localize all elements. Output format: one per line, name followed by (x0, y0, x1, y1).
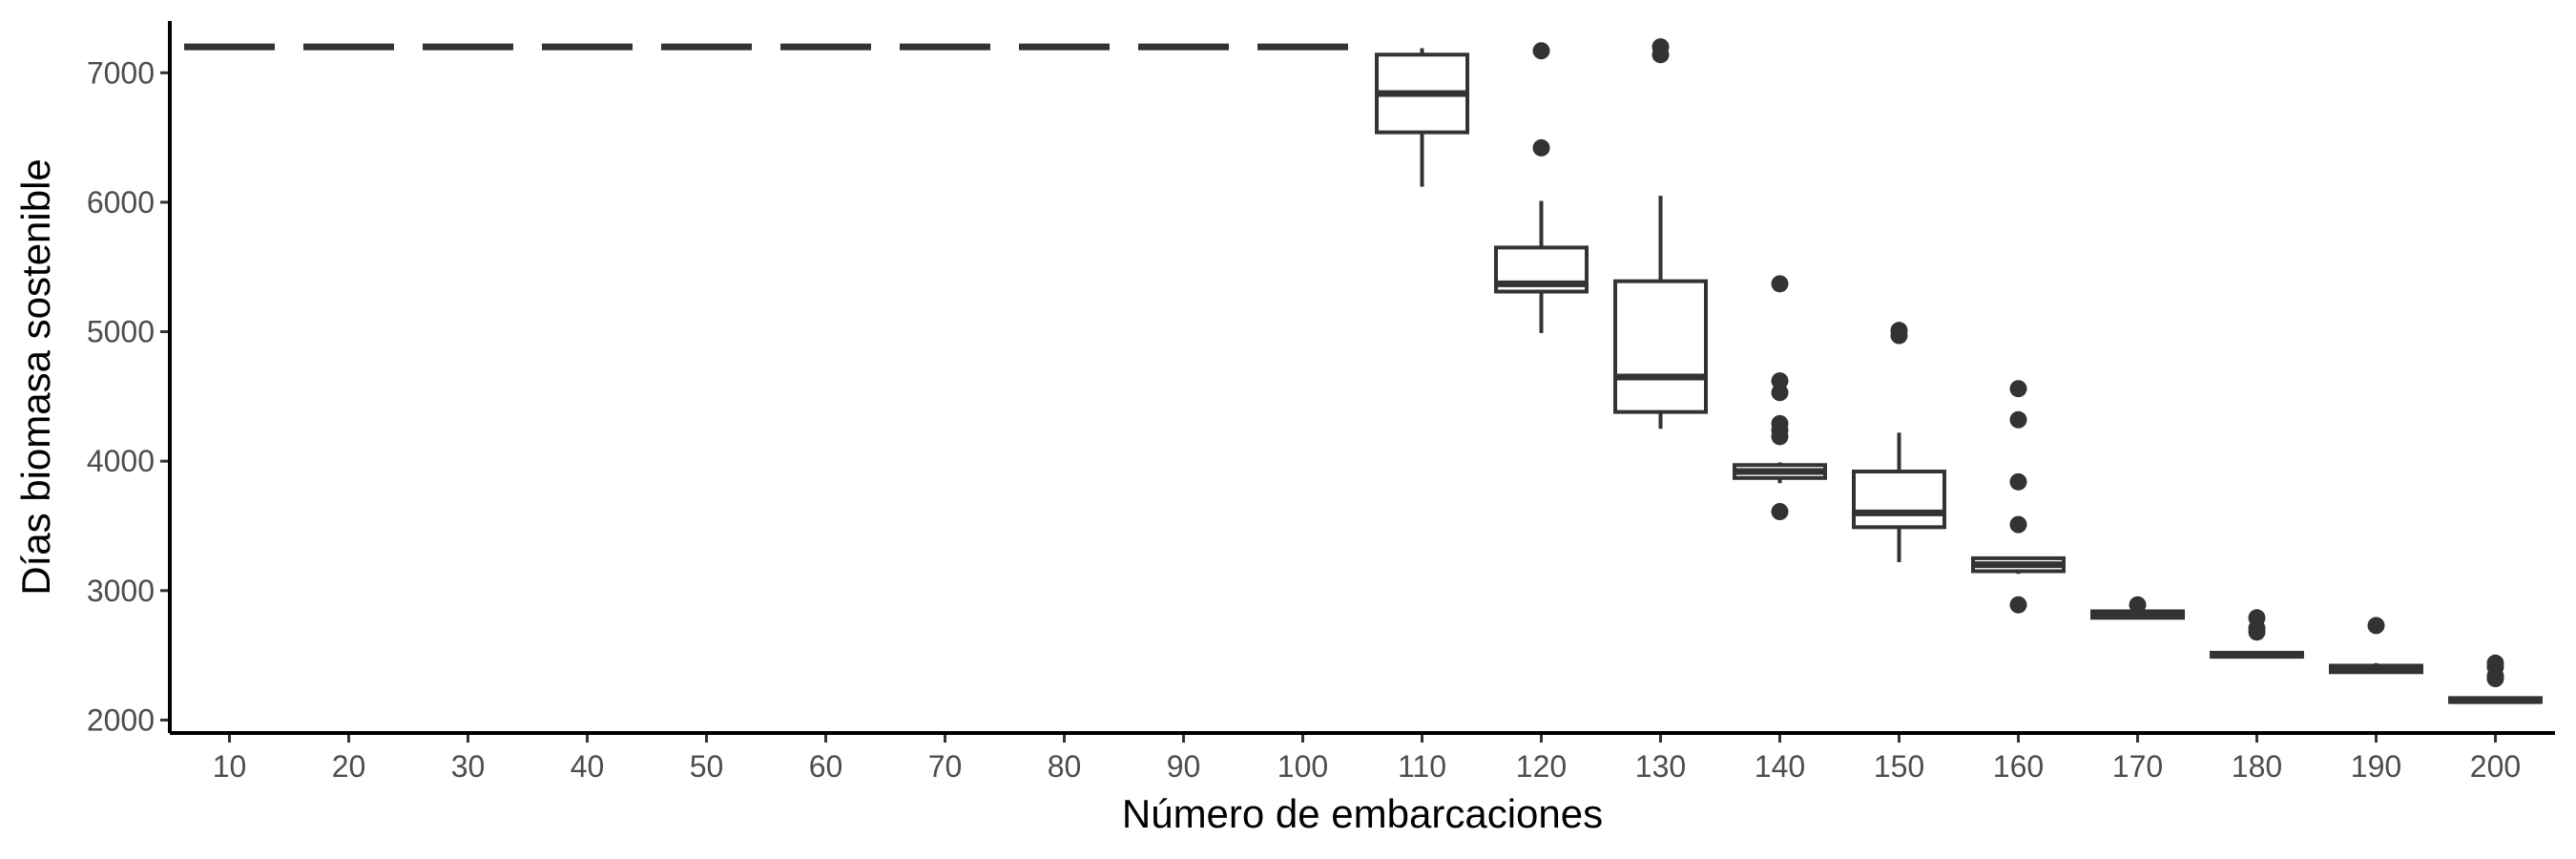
box-group-150 (1852, 322, 1946, 562)
x-tick-label: 130 (1635, 749, 1686, 784)
outlier-point (1771, 503, 1789, 521)
box-group-120 (1494, 42, 1589, 333)
x-axis-title: Número de embarcaciones (1122, 791, 1603, 836)
outlier-point (1771, 372, 1789, 390)
x-tick-label: 70 (928, 749, 963, 784)
outlier-point (2009, 596, 2027, 614)
x-tick-label: 80 (1048, 749, 1082, 784)
y-axis-title: Días biomasa sostenible (13, 158, 58, 596)
y-tick-label: 6000 (87, 185, 155, 220)
x-tick-label: 50 (690, 749, 724, 784)
outlier-point (2129, 596, 2147, 614)
outlier-point (2009, 515, 2027, 534)
x-tick-label: 200 (2470, 749, 2521, 784)
box-iqr (1852, 470, 1946, 530)
y-axis-ticks: 2000 3000 4000 5000 6000 7000 (87, 55, 170, 737)
outlier-point (2367, 617, 2385, 635)
outlier-point (2009, 410, 2027, 429)
outlier-point (2486, 654, 2504, 672)
x-tick-label: 110 (1398, 749, 1446, 784)
x-tick-label: 10 (213, 749, 247, 784)
y-tick-label: 7000 (87, 55, 155, 90)
outlier-point (1771, 275, 1789, 293)
box-group-170 (2090, 596, 2185, 620)
box-group-130 (1613, 38, 1708, 430)
y-tick-label: 4000 (87, 444, 155, 478)
plot-marks (184, 38, 2543, 704)
outlier-point (2248, 609, 2266, 627)
outlier-point (2009, 472, 2027, 491)
x-tick-label: 30 (451, 749, 486, 784)
x-tick-label: 160 (1993, 749, 2044, 784)
x-tick-label: 180 (2232, 749, 2282, 784)
box-group-200 (2448, 654, 2543, 704)
box-group-180 (2210, 609, 2304, 660)
x-tick-label: 120 (1516, 749, 1567, 784)
x-tick-label: 140 (1755, 749, 1805, 784)
outlier-point (1532, 42, 1550, 60)
outlier-point (1532, 138, 1550, 157)
outlier-point (2009, 380, 2027, 398)
x-tick-label: 20 (332, 749, 366, 784)
x-tick-label: 40 (571, 749, 605, 784)
x-tick-label: 190 (2351, 749, 2401, 784)
box-group-190 (2329, 617, 2423, 675)
box-group-140 (1733, 275, 1827, 521)
y-tick-label: 3000 (87, 574, 155, 608)
x-tick-label: 100 (1278, 749, 1328, 784)
x-tick-label: 150 (1874, 749, 1924, 784)
x-tick-label: 170 (2112, 749, 2163, 784)
box-group-160 (1971, 380, 2066, 614)
outlier-point (1652, 38, 1670, 56)
x-axis-ticks: 10 20 30 40 50 60 70 80 90 100 110 120 130 140 150 160 1… (213, 733, 2521, 784)
box-iqr (1613, 279, 1708, 414)
y-tick-label: 2000 (87, 702, 155, 737)
x-tick-label: 90 (1167, 749, 1201, 784)
outlier-point (1771, 414, 1789, 432)
box-group-110 (1375, 48, 1469, 187)
x-tick-label: 60 (809, 749, 843, 784)
outlier-point (1890, 322, 1908, 340)
y-tick-label: 5000 (87, 315, 155, 349)
